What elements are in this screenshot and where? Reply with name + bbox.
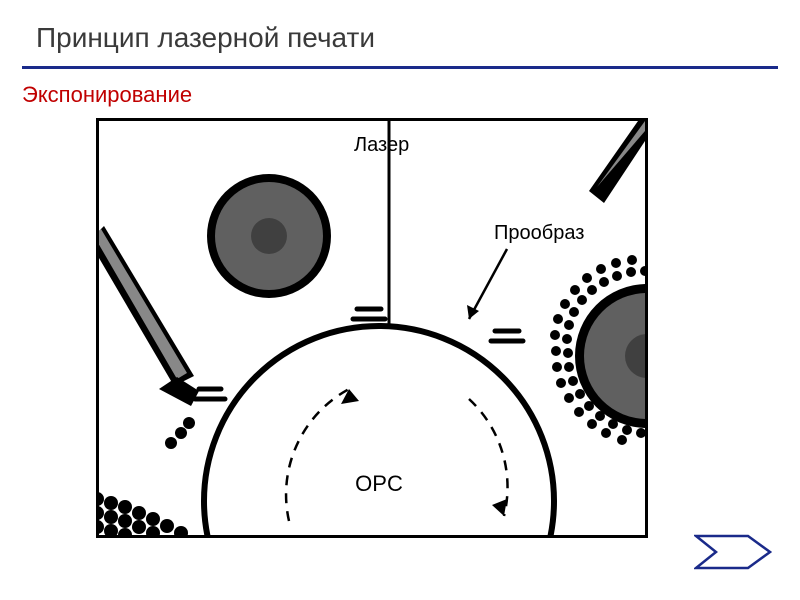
diagram-frame: OPC Лазер bbox=[96, 118, 648, 538]
preimage-arrowhead bbox=[467, 305, 479, 319]
laser-drum bbox=[207, 174, 331, 298]
opc-label: OPC bbox=[355, 471, 403, 496]
wiper-blade-top bbox=[589, 121, 645, 203]
subtitle: Экспонирование bbox=[22, 82, 192, 108]
chevron-right-icon bbox=[694, 532, 772, 572]
laser-label: Лазер bbox=[354, 134, 409, 156]
diagram-svg: OPC Лазер bbox=[99, 121, 645, 535]
preimage-arrow-line bbox=[469, 249, 507, 319]
title-underline bbox=[22, 66, 778, 69]
preimage-label: Прообраз bbox=[494, 222, 584, 244]
toner-pile bbox=[99, 417, 195, 535]
next-arrow[interactable] bbox=[694, 532, 772, 572]
charge-blade bbox=[99, 226, 199, 406]
page-title: Принцип лазерной печати bbox=[36, 22, 375, 54]
